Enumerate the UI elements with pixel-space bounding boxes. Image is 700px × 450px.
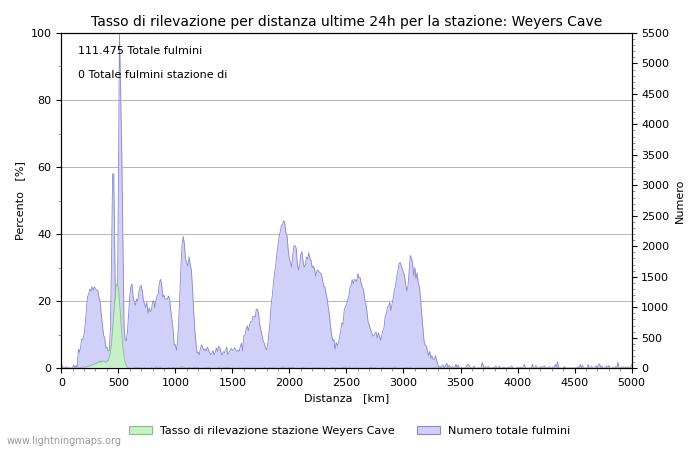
Legend: Tasso di rilevazione stazione Weyers Cave, Numero totale fulmini: Tasso di rilevazione stazione Weyers Cav… (125, 421, 575, 440)
Text: www.lightningmaps.org: www.lightningmaps.org (7, 436, 122, 446)
Text: 0 Totale fulmini stazione di: 0 Totale fulmini stazione di (78, 70, 228, 80)
Y-axis label: Percento   [%]: Percento [%] (15, 161, 25, 240)
Text: 111.475 Totale fulmini: 111.475 Totale fulmini (78, 46, 202, 56)
Title: Tasso di rilevazione per distanza ultime 24h per la stazione: Weyers Cave: Tasso di rilevazione per distanza ultime… (91, 15, 602, 29)
Y-axis label: Numero: Numero (675, 178, 685, 223)
X-axis label: Distanza   [km]: Distanza [km] (304, 393, 389, 404)
